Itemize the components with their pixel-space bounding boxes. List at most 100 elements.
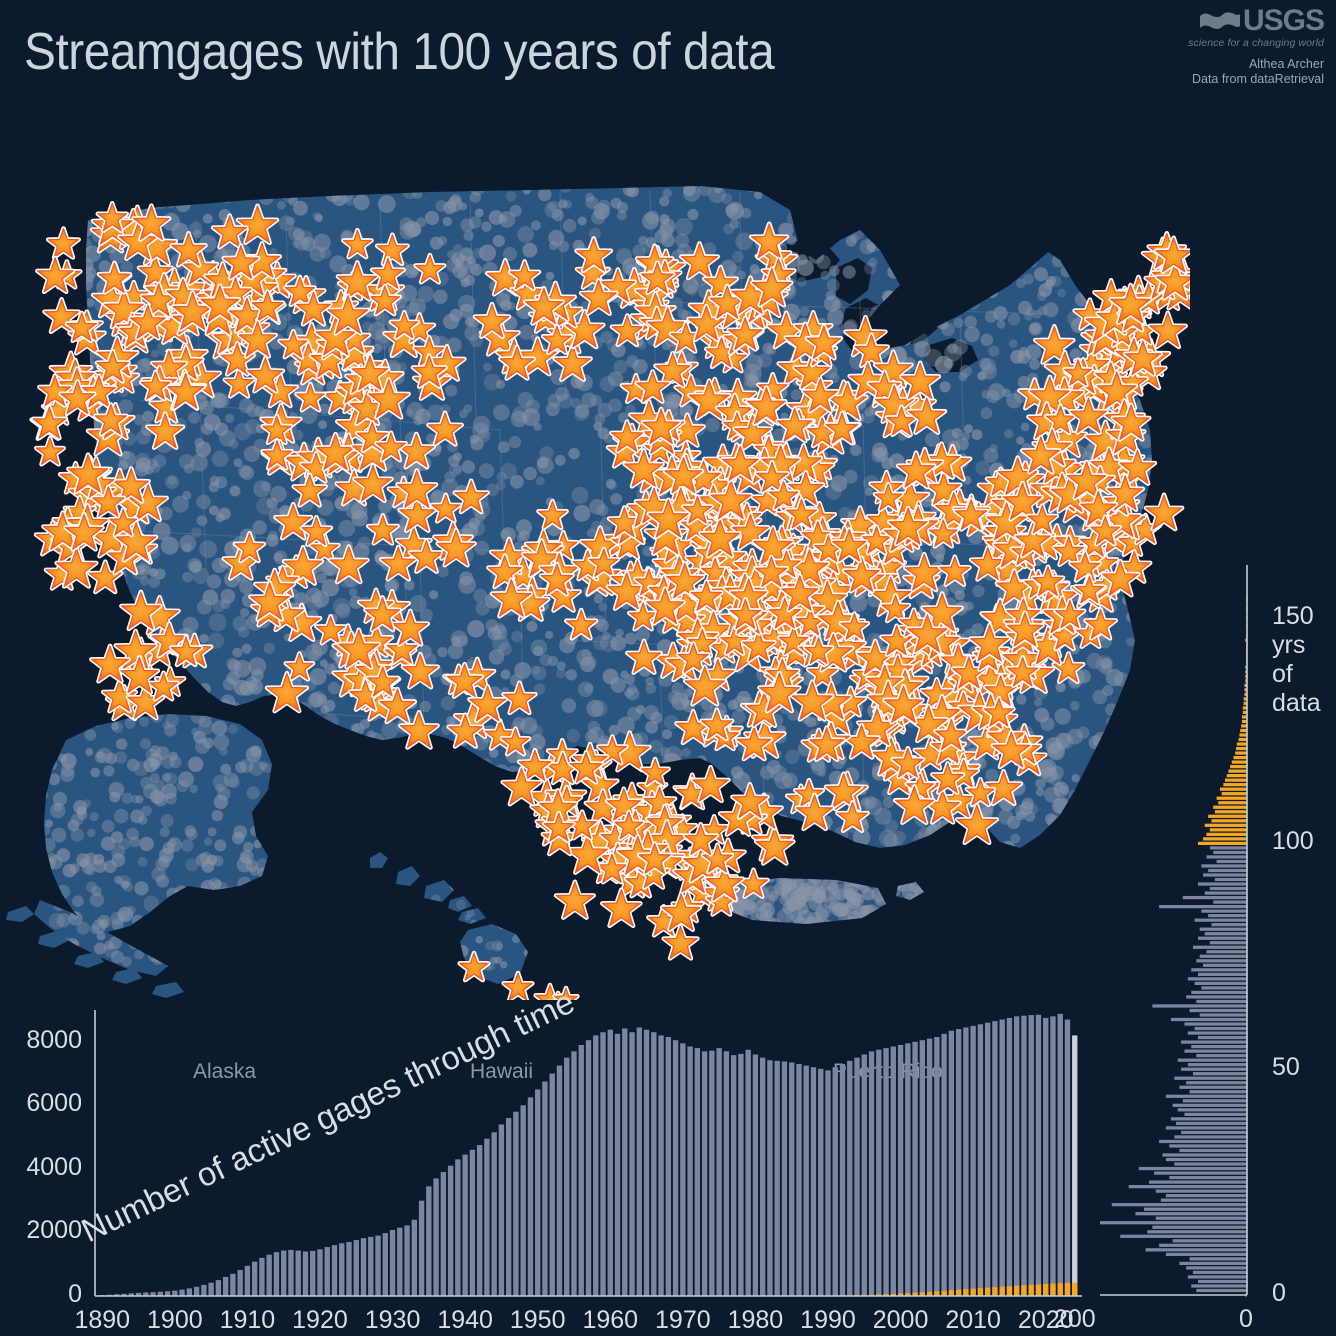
gage-dot — [418, 935, 428, 945]
gage-dot — [149, 913, 158, 923]
gage-dot — [237, 464, 252, 478]
gage-dot — [458, 576, 477, 594]
gage-dot — [414, 899, 422, 906]
gage-dot — [347, 839, 361, 848]
gage-dot — [183, 463, 194, 474]
gage-dot — [308, 772, 327, 791]
gage-dot — [277, 766, 290, 779]
gage-dot — [846, 201, 863, 218]
gage-dot — [60, 767, 75, 783]
gage-dot — [951, 295, 966, 311]
gage-dot — [403, 942, 415, 955]
gage-dot — [243, 841, 254, 853]
gage-dot — [147, 949, 160, 962]
gage-dot — [133, 761, 149, 777]
gage-dot — [1010, 833, 1021, 844]
gage-dot — [1091, 201, 1107, 218]
gage-dot — [1041, 849, 1053, 861]
gage-dot — [370, 877, 375, 888]
gage-dot — [1035, 778, 1046, 789]
gage-dot — [172, 933, 188, 948]
gage-dot — [825, 219, 835, 229]
gage-dot — [121, 450, 130, 460]
gage-dot — [226, 657, 239, 671]
gage-dot — [635, 704, 646, 715]
gage-dot — [893, 830, 906, 844]
gage-dot — [69, 714, 78, 722]
gage-dot — [95, 708, 105, 718]
gage-dot — [1148, 488, 1152, 499]
gage-dot — [86, 706, 92, 716]
gage-dot — [346, 839, 359, 848]
gage-dot — [1069, 259, 1084, 274]
gage-dot — [492, 624, 508, 640]
gage-dot — [506, 301, 516, 311]
gage-dot — [517, 226, 534, 243]
gage-dot — [376, 945, 384, 954]
gage-dot — [993, 847, 1003, 848]
gage-dot — [522, 242, 538, 258]
gage-dot — [850, 226, 865, 240]
gage-dot — [481, 221, 492, 232]
gage-dot — [551, 209, 564, 222]
gage-dot — [686, 285, 698, 296]
gage-dot — [680, 697, 689, 706]
gage-dot — [251, 669, 264, 682]
gage-dot — [436, 765, 450, 780]
gage-dot — [218, 924, 229, 936]
gage-dot — [149, 758, 161, 770]
gage-dot — [414, 819, 426, 831]
aleutian-island-1 — [38, 930, 70, 948]
gage-dot — [241, 643, 252, 654]
gage-dot — [1010, 349, 1025, 364]
gage-dot — [833, 224, 843, 234]
gage-dot — [904, 901, 914, 912]
gage-dot — [896, 238, 911, 253]
gage-dot — [198, 683, 211, 696]
gage-dot — [851, 918, 861, 924]
gage-dot — [86, 690, 95, 699]
gage-dot — [488, 780, 502, 794]
gage-dot — [1070, 701, 1080, 711]
gage-dot — [267, 813, 272, 830]
gage-dot — [535, 476, 545, 486]
gage-dot — [659, 196, 670, 207]
gage-dot — [351, 776, 365, 789]
gage-dot — [34, 744, 45, 758]
gage-dot — [328, 681, 341, 695]
gage-dot — [986, 390, 1000, 404]
gage-dot — [1022, 273, 1034, 285]
gage-dot — [318, 420, 328, 430]
gage-dot — [206, 574, 222, 589]
gage-dot — [127, 929, 139, 942]
gage-dot — [1021, 202, 1035, 216]
gage-dot — [979, 357, 992, 371]
gage-dot — [749, 370, 759, 380]
gage-dot — [740, 920, 750, 924]
aleutian-island-0 — [6, 906, 34, 922]
gage-dot — [1008, 218, 1018, 229]
gage-dot — [884, 901, 893, 910]
gage-dot — [605, 478, 616, 489]
gage-dot — [174, 911, 191, 927]
gage-dot — [214, 839, 227, 852]
gage-dot — [533, 645, 544, 657]
gage-dot — [227, 701, 241, 715]
gage-dot — [740, 208, 752, 219]
gage-dot — [839, 878, 853, 883]
gage-dot — [338, 519, 356, 537]
gage-dot — [473, 247, 484, 259]
gage-dot — [613, 359, 628, 374]
gage-dot — [1025, 254, 1038, 268]
gage-dot — [948, 222, 958, 233]
gage-dot — [359, 851, 371, 863]
gage-dot — [131, 914, 144, 927]
gage-dot — [1028, 186, 1041, 200]
gage-dot — [320, 722, 339, 740]
gage-dot — [814, 844, 829, 848]
gage-dot — [270, 485, 287, 503]
gage-dot — [634, 732, 649, 746]
gage-dot — [435, 200, 448, 212]
gage-dot — [109, 791, 121, 803]
gage-dot — [899, 244, 918, 262]
